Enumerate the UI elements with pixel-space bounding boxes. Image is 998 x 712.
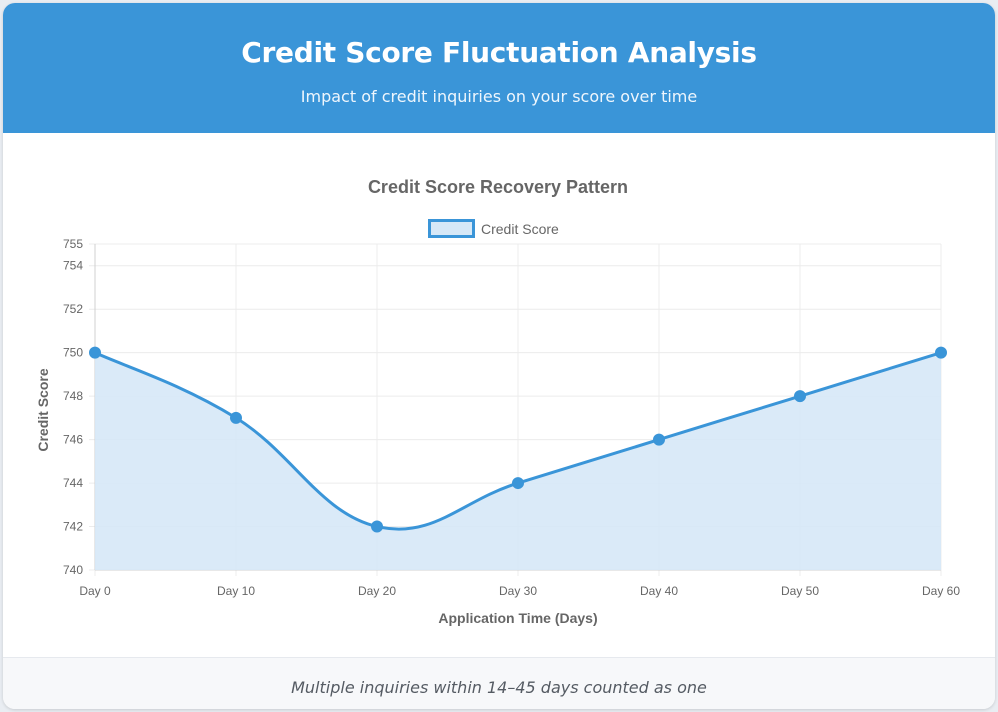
page-subtitle: Impact of credit inquiries on your score… <box>300 87 698 106</box>
data-points[interactable] <box>89 346 947 533</box>
x-axis-ticks: Day 0 Day 10 Day 20 Day 30 Day 40 Day 50 Day 6… <box>79 584 960 598</box>
page-title: Credit Score Fluctuation Analysis <box>241 36 757 69</box>
data-point[interactable] <box>935 346 947 359</box>
chart-card: Credit Score Fluctuation Analysis Impact… <box>3 3 995 709</box>
legend-swatch <box>428 219 475 238</box>
y-tick-label: 744 <box>63 476 83 490</box>
x-tick-label: Day 20 <box>358 584 396 598</box>
y-tick-label: 754 <box>63 259 83 273</box>
y-tick-label: 742 <box>63 520 83 534</box>
data-point[interactable] <box>230 411 242 424</box>
chart-area: Credit Score Recovery Pattern Credit Sco… <box>3 133 995 657</box>
data-point[interactable] <box>512 477 524 490</box>
data-point[interactable] <box>89 346 101 359</box>
x-tick-label: Day 0 <box>79 584 111 598</box>
y-axis-label: Credit Score <box>35 368 51 451</box>
y-tick-label: 755 <box>63 237 83 251</box>
series-area-fill <box>95 352 941 570</box>
data-point[interactable] <box>794 390 806 403</box>
line-chart: Credit Score Recovery Pattern Credit Sco… <box>35 177 960 626</box>
y-tick-label: 752 <box>63 302 83 316</box>
y-tick-label: 746 <box>63 433 83 447</box>
legend-label: Credit Score <box>481 221 559 237</box>
y-tick-label: 748 <box>63 389 83 403</box>
footer-note: Multiple inquiries within 14–45 days cou… <box>291 678 707 697</box>
data-point[interactable] <box>371 520 383 533</box>
y-tick-label: 740 <box>63 563 83 577</box>
legend[interactable]: Credit Score <box>428 219 560 238</box>
footer: Multiple inquiries within 14–45 days cou… <box>3 657 995 709</box>
x-tick-label: Day 50 <box>781 584 819 598</box>
x-tick-label: Day 60 <box>922 584 960 598</box>
y-axis-ticks: 740 742 744 746 748 750 752 754 755 <box>63 237 83 577</box>
data-point[interactable] <box>653 433 665 446</box>
x-tick-label: Day 30 <box>499 584 537 598</box>
x-axis-label: Application Time (Days) <box>438 610 597 626</box>
x-tick-label: Day 10 <box>217 584 255 598</box>
y-tick-label: 750 <box>63 346 83 360</box>
chart-title: Credit Score Recovery Pattern <box>368 177 628 197</box>
x-tick-label: Day 40 <box>640 584 678 598</box>
header-banner: Credit Score Fluctuation Analysis Impact… <box>3 3 995 133</box>
